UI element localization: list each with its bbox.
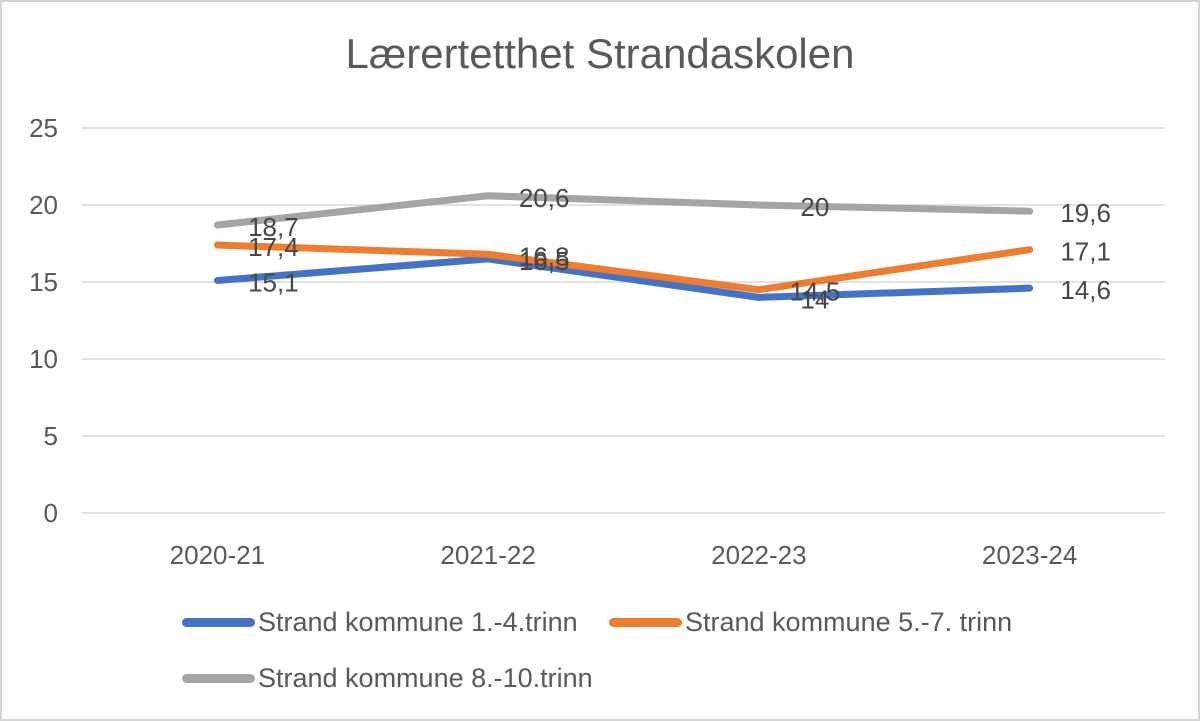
x-axis-label: 2021-22 [440, 540, 535, 570]
x-axis-label: 2020-21 [170, 540, 265, 570]
data-label: 17,1 [1060, 237, 1111, 267]
data-label: 20 [800, 192, 829, 222]
data-label: 18,7 [248, 212, 299, 242]
legend-label: Strand kommune 5.-7. trinn [685, 606, 1013, 637]
y-axis-tick-label: 15 [29, 267, 58, 297]
data-label: 14,6 [1060, 275, 1111, 305]
data-label: 15,1 [248, 267, 299, 297]
legend-item: Strand kommune 1.-4.trinn [182, 606, 578, 638]
series-line [213, 192, 1034, 229]
x-axis-label: 2023-24 [982, 540, 1077, 570]
data-label: 20,6 [519, 183, 570, 213]
legend-item: Strand kommune 8.-10.trinn [182, 662, 593, 694]
y-axis-tick-label: 25 [29, 113, 58, 143]
legend-label: Strand kommune 1.-4.trinn [258, 606, 578, 637]
series-line [213, 241, 1034, 294]
data-label: 16,8 [519, 241, 570, 271]
legend-swatch [609, 617, 682, 627]
legend-label: Strand kommune 8.-10.trinn [258, 662, 593, 693]
y-axis-tick-label: 20 [29, 190, 58, 220]
legend-swatch [182, 673, 255, 683]
legend-swatch [182, 617, 255, 627]
data-label: 14 [800, 284, 829, 314]
series-line [213, 255, 1034, 301]
data-label: 17,4 [248, 232, 299, 262]
y-axis-tick-label: 0 [44, 498, 58, 528]
y-axis-tick-label: 5 [44, 421, 58, 451]
data-label: 19,6 [1060, 198, 1111, 228]
legend-item: Strand kommune 5.-7. trinn [609, 606, 1012, 638]
data-label: 14,5 [790, 277, 841, 307]
chart-title: Lærertetthet Strandaskolen [345, 30, 855, 77]
y-axis-tick-label: 10 [29, 344, 58, 374]
x-axis-label: 2022-23 [711, 540, 806, 570]
plot-area: 0 5 10 15 20 25 2020-21 2021-22 2022-23 2023-24 15… [29, 113, 1165, 570]
data-label: 16,5 [519, 246, 570, 276]
